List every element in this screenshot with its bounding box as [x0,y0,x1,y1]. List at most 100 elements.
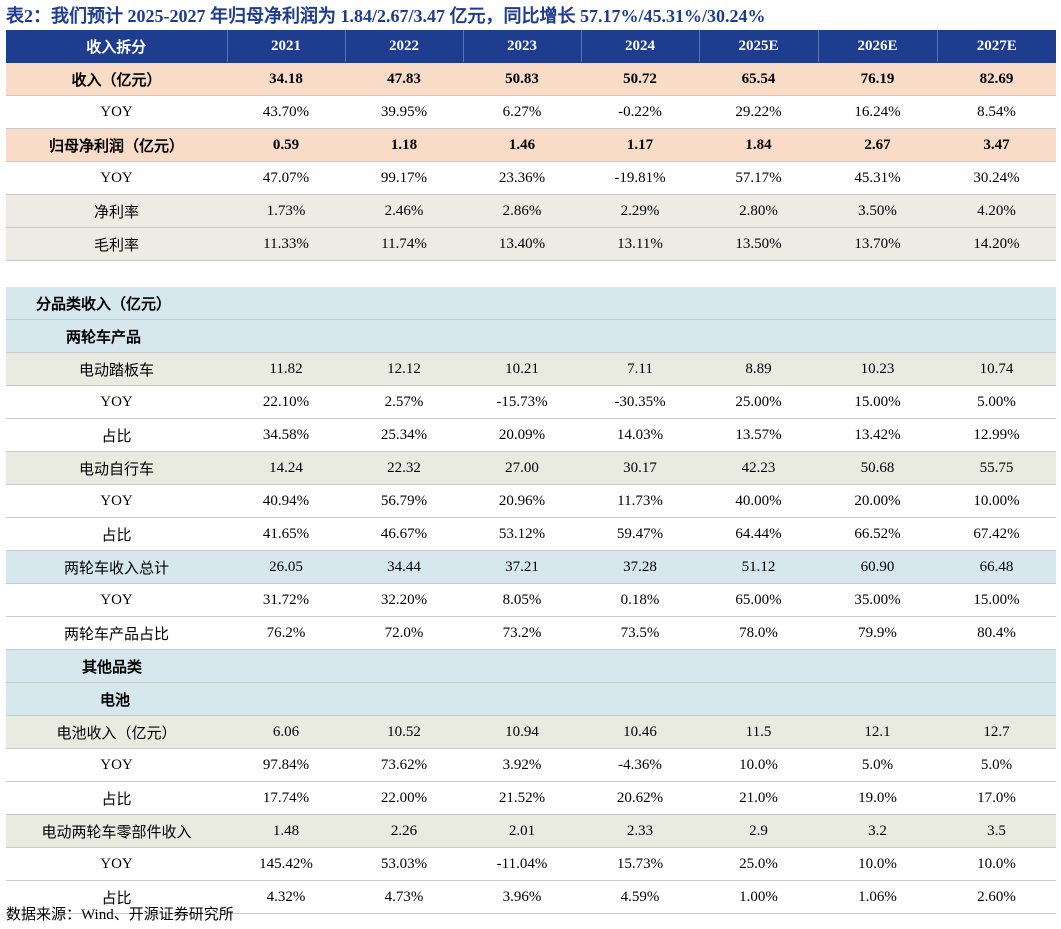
cell-value: 145.42% [227,847,345,881]
cell-value: 41.65% [227,517,345,551]
cell-value: 0.18% [581,583,699,617]
row-label: YOY [6,847,227,881]
year-header: 2021 [226,30,345,63]
cell-value: 60.90 [818,550,937,584]
two-wheel-title: 两轮车产品 [6,319,1057,353]
cell-value: 37.21 [463,550,581,584]
cell-value: 3.50% [818,194,937,228]
cell-value: 13.50% [699,227,818,261]
cell-value: 76.19 [818,62,937,96]
cell-value: 1.46 [463,128,581,162]
cell-value: 65.00% [699,583,818,617]
row-label: 电动踏板车 [6,352,227,386]
cell-value: 1.48 [227,814,345,848]
table-row: 收入（亿元） 34.18 47.83 50.83 50.72 65.54 76.19 82.6… [6,62,1056,96]
row-label: 电动自行车 [6,451,227,485]
cell-value: 13.40% [463,227,581,261]
cell-value: 8.05% [463,583,581,617]
cell-value: 8.54% [937,95,1056,129]
table-row: YOY 43.70% 39.95% 6.27% -0.22% 29.22% 16.24% 8.… [6,95,1056,129]
year-header: 2025E [698,30,818,63]
row-label: 电池收入（亿元） [6,715,227,749]
cell-value: 17.74% [227,781,345,815]
table-row: YOY 97.84% 73.62% 3.92% -4.36% 10.0% 5.0% 5.0% [6,748,1057,782]
cell-value: 40.00% [699,484,818,518]
table-title: 表2：我们预计 2025-2027 年归母净利润为 1.84/2.67/3.47… [6,6,766,26]
cell-value: 10.0% [818,847,937,881]
cell-value: 22.00% [345,781,463,815]
cell-value: 64.44% [699,517,818,551]
cell-value: 27.00 [463,451,581,485]
row-label: 两轮车产品占比 [6,616,227,650]
cell-value: 2.9 [699,814,818,848]
cell-value: 15.00% [937,583,1057,617]
cell-value: 30.17 [581,451,699,485]
cell-value: 25.0% [699,847,818,881]
cell-value: 15.00% [818,385,937,419]
cell-value: 1.00% [699,880,818,914]
cell-value: 50.83 [463,62,581,96]
header-row: 收入拆分 2021 2022 2023 2024 2025E 2026E 202… [6,30,1056,63]
cell-value: 1.84 [699,128,818,162]
cell-value: 13.57% [699,418,818,452]
cell-value: 8.89 [699,352,818,386]
cell-value: 56.79% [345,484,463,518]
segment-table: 分品类收入（亿元） 两轮车产品 电动踏板车 11.82 12.12 10.21 7.11… [6,287,1057,914]
cell-value: 14.20% [937,227,1056,261]
cell-value: 23.36% [463,161,581,195]
cell-value: 11.33% [227,227,345,261]
row-label: YOY [6,161,227,195]
row-label: YOY [6,484,227,518]
cell-value: 80.4% [937,616,1057,650]
cell-value: 1.73% [227,194,345,228]
cell-value: 45.31% [818,161,937,195]
cell-value: 4.20% [937,194,1056,228]
cell-value: 1.17 [581,128,699,162]
cell-value: 2.01 [463,814,581,848]
cell-value: 14.03% [581,418,699,452]
cell-value: -19.81% [581,161,699,195]
year-header: 2022 [344,30,463,63]
cell-value: 73.5% [581,616,699,650]
cell-value: 1.18 [345,128,463,162]
cell-value: 67.42% [937,517,1057,551]
table-row: 毛利率 11.33% 11.74% 13.40% 13.11% 13.50% 13.70% 1… [6,227,1056,261]
cell-value: 3.92% [463,748,581,782]
table-row: 占比 41.65% 46.67% 53.12% 59.47% 64.44% 66.52% 67… [6,517,1057,551]
cell-value: 97.84% [227,748,345,782]
cell-value: 31.72% [227,583,345,617]
cell-value: 13.11% [581,227,699,261]
cell-value: 6.06 [227,715,345,749]
cell-value: 2.29% [581,194,699,228]
cell-value: 47.83 [345,62,463,96]
cell-value: 25.00% [699,385,818,419]
table-row: 电池收入（亿元） 6.06 10.52 10.94 10.46 11.5 12.1 12.7 [6,715,1057,749]
cell-value: 2.60% [937,880,1057,914]
table-row: YOY 22.10% 2.57% -15.73% -30.35% 25.00% 15.00%… [6,385,1057,419]
cell-value: 39.95% [345,95,463,129]
cell-value: 51.12 [699,550,818,584]
cell-value: 13.42% [818,418,937,452]
cell-value: 47.07% [227,161,345,195]
cell-value: -0.22% [581,95,699,129]
cell-value: 11.74% [345,227,463,261]
cell-value: 1.06% [818,880,937,914]
cell-value: 10.94 [463,715,581,749]
cell-value: 14.24 [227,451,345,485]
cell-value: 66.52% [818,517,937,551]
other-title: 其他品类 [6,649,1057,683]
cell-value: 10.00% [937,484,1057,518]
cell-value: 22.10% [227,385,345,419]
cell-value: 12.99% [937,418,1057,452]
cell-value: 20.62% [581,781,699,815]
cell-value: 3.47 [937,128,1056,162]
cell-value: 26.05 [227,550,345,584]
cell-value: 34.58% [227,418,345,452]
cell-value: 21.52% [463,781,581,815]
table-row: 占比 4.32% 4.73% 3.96% 4.59% 1.00% 1.06% 2.60% [6,880,1057,914]
table-row: 两轮车产品占比 76.2% 72.0% 73.2% 73.5% 78.0% 79.9% 80.… [6,616,1057,650]
header-label: 收入拆分 [6,30,227,63]
cell-value: 35.00% [818,583,937,617]
table-row: 两轮车收入总计 26.05 34.44 37.21 37.28 51.12 60.90 66.… [6,550,1057,584]
cell-value: -4.36% [581,748,699,782]
